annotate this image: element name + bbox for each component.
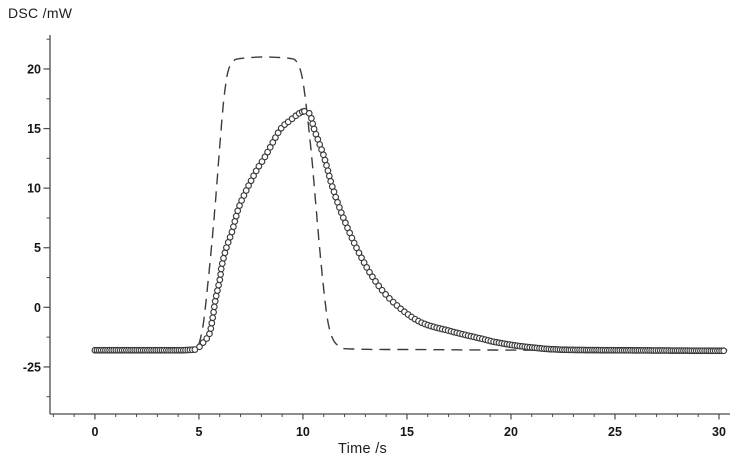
x-tick-label: 0	[91, 425, 98, 439]
response-marker	[212, 292, 220, 300]
response-marker	[375, 282, 383, 290]
response-marker	[217, 271, 224, 278]
response-marker	[323, 162, 330, 169]
response-marker	[210, 303, 218, 311]
response-marker	[207, 325, 215, 332]
response-marker	[255, 162, 263, 170]
response-marker	[372, 278, 379, 285]
dsc-response-curve	[91, 107, 728, 355]
x-axis-title: Time /s	[338, 441, 388, 457]
response-marker	[258, 158, 266, 165]
y-tick-label: 5	[34, 241, 41, 255]
response-marker	[308, 114, 315, 122]
y-tick-label: 10	[27, 182, 41, 196]
response-marker	[309, 120, 317, 128]
y-tick-label: 0	[34, 301, 41, 315]
response-marker	[230, 223, 237, 231]
response-marker	[217, 265, 225, 273]
y-tick-label: -25	[23, 360, 41, 374]
y-axis-title: DSC /mW	[8, 5, 73, 21]
response-marker	[363, 264, 371, 271]
x-tick-label: 30	[712, 425, 726, 439]
x-tick-label: 25	[608, 425, 622, 439]
heat-pulse-curve	[94, 56, 728, 352]
x-tick-label: 10	[296, 425, 310, 439]
response-marker	[218, 260, 226, 267]
response-marker	[210, 308, 217, 316]
response-marker	[214, 287, 221, 294]
response-marker	[216, 276, 224, 284]
response-marker	[231, 218, 239, 225]
axis-ticks	[43, 38, 720, 420]
x-tick-label: 15	[400, 425, 414, 439]
response-marker	[366, 268, 373, 276]
y-tick-label: 20	[27, 62, 41, 76]
axes	[49, 35, 730, 415]
response-marker	[378, 286, 386, 294]
response-marker	[203, 335, 211, 342]
y-tick-label: 15	[27, 122, 41, 136]
response-marker	[211, 297, 219, 305]
response-marker	[324, 167, 332, 175]
axis-tick-labels: 0 5 10 15 20 25 30 20 15 10 5 0 -25	[23, 62, 726, 439]
response-marker	[274, 129, 282, 137]
response-marker	[220, 254, 227, 262]
response-marker	[325, 172, 333, 180]
response-marker	[196, 343, 203, 351]
response-marker	[206, 330, 213, 338]
response-marker	[369, 273, 376, 281]
response-marker	[209, 314, 217, 322]
response-marker	[208, 319, 216, 327]
response-marker	[720, 347, 728, 355]
x-tick-label: 20	[504, 425, 518, 439]
heat-pulse-path	[94, 56, 728, 352]
response-marker	[199, 339, 207, 346]
x-tick-label: 5	[195, 425, 202, 439]
response-marker	[215, 281, 222, 289]
response-marker	[382, 291, 389, 298]
